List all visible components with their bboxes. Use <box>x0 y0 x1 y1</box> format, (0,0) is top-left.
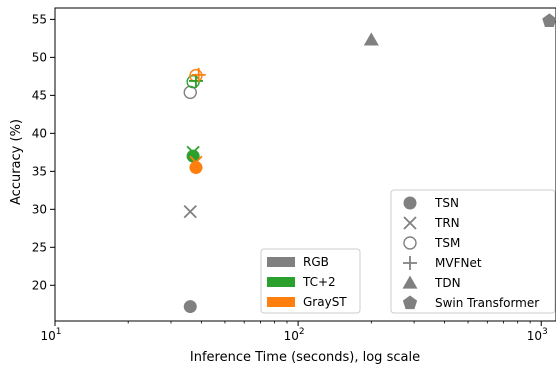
legend-marker-tsn <box>403 196 417 210</box>
point-swin-transformer-rgb <box>542 13 556 27</box>
legend-label-tdn: TDN <box>434 276 461 290</box>
y-tick-label: 25 <box>32 240 47 254</box>
point-mvfnet-tc-2 <box>188 73 203 88</box>
y-tick-label: 40 <box>32 126 47 140</box>
legend-label-mvfnet: MVFNet <box>435 256 482 270</box>
y-tick-label: 30 <box>32 202 47 216</box>
legend-swatch-tc-2 <box>267 277 295 287</box>
legend-marker-trn <box>403 216 417 230</box>
legend-marker-tdn <box>402 275 418 289</box>
legend-label-tsm: TSM <box>434 236 460 250</box>
point-mvfnet-grayst <box>191 67 206 82</box>
x-tick-label: 103 <box>527 327 548 343</box>
legend-label-tc-2: TC+2 <box>302 275 336 289</box>
legend-label-tsn: TSN <box>434 196 459 210</box>
point-tdn-rgb <box>363 32 379 46</box>
x-axis-label: Inference Time (seconds), log scale <box>190 350 420 365</box>
legend-swatch-rgb <box>267 257 295 267</box>
point-tsn-tc-2 <box>186 149 200 163</box>
x-axis: 101 102 103 <box>40 321 548 343</box>
point-trn-rgb <box>183 204 197 219</box>
y-tick-label: 35 <box>32 164 47 178</box>
y-axis: 20 25 30 35 40 45 50 55 <box>32 12 55 292</box>
color-legend: RGB TC+2 GrayST <box>260 248 361 314</box>
point-trn-tc-2 <box>186 145 200 159</box>
y-tick-label: 50 <box>32 50 47 64</box>
legend-label-grayst: GrayST <box>303 295 347 309</box>
x-tick-label: 101 <box>40 327 61 343</box>
marker-legend: TSN TRN TSM MVFNet TDN Swin Transformer <box>390 189 556 314</box>
legend-swatch-grayst <box>267 297 295 307</box>
point-tsn-rgb <box>183 300 197 314</box>
y-tick-label: 45 <box>32 88 47 102</box>
plot-frame <box>54 7 556 322</box>
plot-area <box>54 7 556 322</box>
legend-marker-mvfnet <box>403 256 417 270</box>
data-points <box>183 13 556 314</box>
legend-label-rgb: RGB <box>303 255 329 269</box>
y-axis-label: Accuracy (%) <box>9 119 24 205</box>
y-tick-label: 20 <box>32 278 47 292</box>
x-tick-label: 102 <box>284 327 305 343</box>
y-tick-label: 55 <box>32 12 47 26</box>
marker-legend-box <box>390 189 556 314</box>
point-trn-grayst <box>189 155 203 169</box>
legend-marker-tsm <box>403 236 417 250</box>
legend-label-swin-transformer: Swin Transformer <box>435 296 539 310</box>
legend-marker-swin-transformer <box>402 295 418 310</box>
legend-label-trn: TRN <box>434 216 460 230</box>
